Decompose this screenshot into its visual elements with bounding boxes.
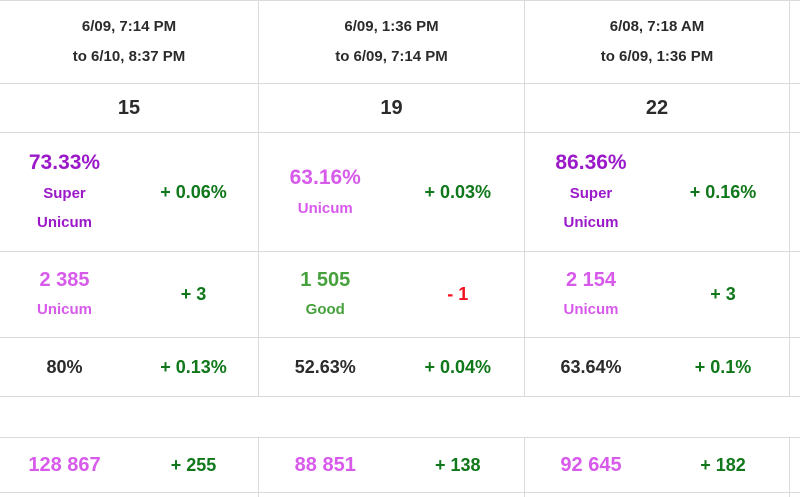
- rating-delta: + 3: [710, 284, 736, 304]
- rating-label: Unicum: [563, 301, 619, 318]
- empty-cell: [790, 133, 800, 252]
- period-end: to 6/09, 7:14 PM: [335, 48, 448, 65]
- table-gap: [0, 397, 800, 437]
- empty-cell: [790, 84, 800, 133]
- battles-row: 15 19 22: [0, 84, 800, 133]
- session-stats-table: 6/09, 7:14 PM to 6/10, 8:37 PM 6/09, 1:3…: [0, 0, 800, 397]
- empty-cell: [525, 493, 790, 497]
- rating-label: Super Unicum: [563, 185, 619, 231]
- cutoff-row: [0, 493, 800, 497]
- rating-delta: - 1: [447, 284, 469, 304]
- date-range-cell: 6/09, 7:14 PM to 6/10, 8:37 PM: [0, 0, 259, 84]
- period-start: 6/09, 1:36 PM: [344, 18, 439, 35]
- rating-label: Good: [305, 301, 345, 318]
- date-range-cell: 6/09, 1:36 PM to 6/09, 7:14 PM: [259, 0, 525, 84]
- total-count: 128 867: [28, 453, 101, 476]
- rating-score-cell: 1 505 Good - 1: [259, 252, 525, 338]
- empty-cell: [790, 0, 800, 84]
- period-end: to 6/10, 8:37 PM: [72, 48, 186, 65]
- total-delta: + 255: [170, 454, 217, 475]
- total-count: 88 851: [294, 453, 356, 476]
- overall-percent-cell: 80% + 0.13%: [0, 338, 259, 397]
- battle-count: 22: [645, 96, 669, 119]
- overall-percent-value: 80%: [46, 356, 83, 377]
- battle-count-cell: 22: [525, 84, 790, 133]
- total-count-cell: 92 645 + 182: [525, 437, 790, 493]
- battle-count: 19: [380, 96, 403, 119]
- overall-percent-value: 52.63%: [294, 356, 356, 377]
- empty-cell: [0, 493, 259, 497]
- period-start: 6/08, 7:18 AM: [609, 18, 705, 35]
- rating-row: 2 385 Unicum + 3 1 505 Good - 1: [0, 252, 800, 338]
- rating-score: 1 505: [300, 269, 351, 291]
- rating-label: Unicum: [36, 301, 92, 318]
- overall-percent-delta: + 0.1%: [694, 356, 752, 377]
- period-start: 6/09, 7:14 PM: [81, 18, 177, 35]
- empty-cell: [259, 493, 525, 497]
- empty-cell: [790, 252, 800, 338]
- rating-delta: + 3: [180, 284, 207, 304]
- total-count-cell: 128 867 + 255: [0, 437, 259, 493]
- period-end: to 6/09, 1:36 PM: [600, 48, 714, 65]
- rating-score-cell: 2 385 Unicum + 3: [0, 252, 259, 338]
- total-delta: + 138: [434, 454, 481, 475]
- total-count-cell: 88 851 + 138: [259, 437, 525, 493]
- total-count: 92 645: [560, 453, 622, 476]
- overall-percent-delta: + 0.13%: [160, 356, 227, 377]
- winrate-delta: + 0.06%: [160, 181, 227, 202]
- rating-score: 2 154: [565, 269, 617, 291]
- empty-cell: [790, 437, 800, 493]
- overall-percent-delta: + 0.04%: [424, 356, 492, 377]
- total-delta: + 182: [700, 454, 746, 475]
- rating-label: Unicum: [297, 199, 353, 217]
- overall-percent-cell: 52.63% + 0.04%: [259, 338, 525, 397]
- rating-score-cell: 2 154 Unicum + 3: [525, 252, 790, 338]
- overall-percent-cell: 63.64% + 0.1%: [525, 338, 790, 397]
- winrate-delta: + 0.16%: [689, 181, 757, 202]
- winrate-cell: 73.33% Super Unicum + 0.06%: [0, 133, 259, 252]
- rating-label: Super Unicum: [36, 185, 92, 231]
- overall-percent-row: 80% + 0.13% 52.63% + 0.04% 63.64% + 0.1%: [0, 338, 800, 397]
- battle-count-cell: 19: [259, 84, 525, 133]
- overall-percent-value: 63.64%: [560, 356, 622, 377]
- winrate-cell: 63.16% Unicum + 0.03%: [259, 133, 525, 252]
- winrate-value: 63.16%: [289, 165, 361, 189]
- battle-count: 15: [117, 96, 141, 119]
- winrate-row: 73.33% Super Unicum + 0.06% 63.16% Unicu…: [0, 133, 800, 252]
- rating-score: 2 385: [39, 269, 90, 291]
- totals-table: 128 867 + 255 88 851 + 138 92 645 + 182: [0, 437, 800, 497]
- empty-cell: [790, 338, 800, 397]
- period-row: 6/09, 7:14 PM to 6/10, 8:37 PM 6/09, 1:3…: [0, 0, 800, 84]
- winrate-delta: + 0.03%: [424, 181, 492, 202]
- battle-count-cell: 15: [0, 84, 259, 133]
- winrate-cell: 86.36% Super Unicum + 0.16%: [525, 133, 790, 252]
- date-range-cell: 6/08, 7:18 AM to 6/09, 1:36 PM: [525, 0, 790, 84]
- total-row: 128 867 + 255 88 851 + 138 92 645 + 182: [0, 437, 800, 493]
- winrate-value: 86.36%: [555, 151, 627, 174]
- winrate-value: 73.33%: [28, 151, 101, 174]
- empty-cell: [790, 493, 800, 497]
